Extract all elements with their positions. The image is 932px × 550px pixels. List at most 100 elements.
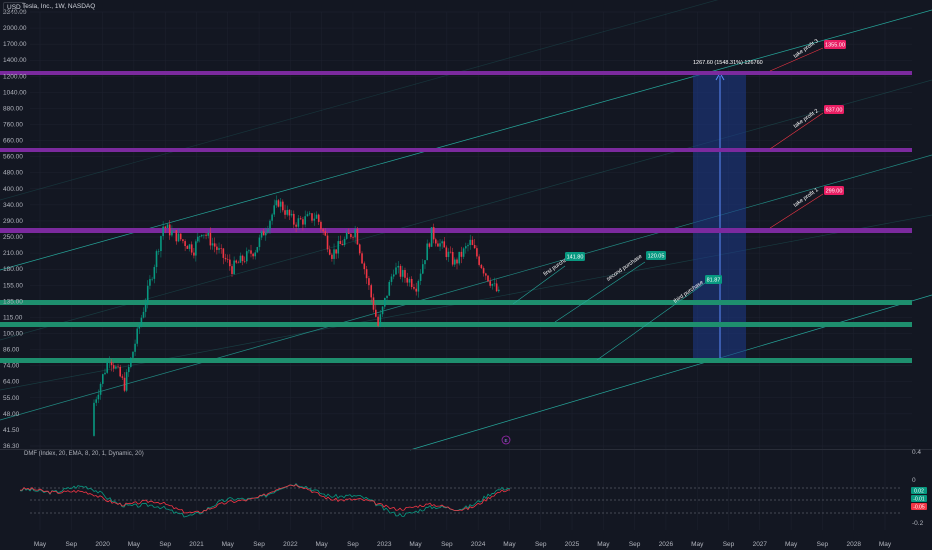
candle-body xyxy=(101,374,104,384)
candle-body xyxy=(256,247,259,253)
candle-body xyxy=(157,251,160,252)
candle-body xyxy=(315,214,318,219)
price-tick: 64.00 xyxy=(3,379,20,386)
candle-body xyxy=(363,263,366,270)
take-profit-3-zone[interactable] xyxy=(0,71,912,75)
take-profit-1-zone[interactable] xyxy=(0,228,912,233)
candle-body xyxy=(439,243,441,247)
candle-body xyxy=(413,287,415,289)
candle-body xyxy=(264,232,267,236)
candle-body xyxy=(489,281,491,286)
indicator-axis[interactable]: 0.4 0 -0.2 0.02 -0.01 -0.05 xyxy=(911,449,927,527)
first-purchase-zone[interactable] xyxy=(0,300,912,305)
candle-body xyxy=(193,252,195,256)
time-tick: Sep xyxy=(159,541,171,548)
price-tick: 400.00 xyxy=(3,186,23,193)
candle-body xyxy=(375,309,377,317)
candle-body xyxy=(271,214,273,221)
candle-body xyxy=(350,233,352,238)
candle-body xyxy=(99,383,102,395)
third-purchase-zone[interactable] xyxy=(0,358,912,363)
faint-line-1 xyxy=(0,79,932,341)
take-profit-3-badge[interactable]: 1355.00 xyxy=(824,40,846,49)
price-tick: 1700.00 xyxy=(3,41,27,48)
candle-body xyxy=(134,343,136,352)
candle-body xyxy=(104,372,106,375)
candle-body xyxy=(224,257,227,260)
candle-body xyxy=(282,201,284,211)
indicator-title[interactable]: DMF (Index, 20, EMA, 8, 20, 1, Dynamic, … xyxy=(24,451,144,457)
indicator-badge-3: -0.05 xyxy=(913,505,925,511)
time-tick: May xyxy=(503,541,516,548)
candle-body xyxy=(339,241,342,245)
measure-label: 1267.60 (1548.31%) 126760 xyxy=(693,60,763,66)
time-tick: May xyxy=(222,541,235,548)
candle-body xyxy=(343,238,346,246)
price-tick: 210.00 xyxy=(3,250,23,257)
price-tick: 340.00 xyxy=(3,202,23,209)
candle-body xyxy=(213,243,216,247)
price-tick: 760.00 xyxy=(3,122,23,129)
candle-body xyxy=(437,243,439,247)
time-tick: 2020 xyxy=(95,541,110,548)
candle-body xyxy=(216,246,218,250)
candle-body xyxy=(166,224,169,229)
take-profit-3-arrow xyxy=(769,47,824,72)
indicator-scale-top: 0.4 xyxy=(912,449,921,456)
second-purchase-label: second purchase xyxy=(606,254,644,283)
candle-body xyxy=(390,276,393,282)
candle-body xyxy=(320,221,322,230)
candle-body xyxy=(127,366,130,373)
price-tick: 480.00 xyxy=(3,170,23,177)
earnings-event-icon[interactable]: E xyxy=(501,435,511,445)
candle-body xyxy=(222,248,225,258)
candle-body xyxy=(284,210,286,215)
time-tick: 2024 xyxy=(471,541,486,548)
candle-body xyxy=(311,213,313,221)
take-profit-1-badge[interactable]: 299.00 xyxy=(824,186,844,195)
third-purchase-badge[interactable]: 81.87 xyxy=(705,275,722,284)
candle-body xyxy=(404,270,406,278)
candle-body xyxy=(493,283,496,285)
candle-body xyxy=(295,224,297,227)
candle-body xyxy=(354,229,356,238)
second-purchase-price: 120.05 xyxy=(648,254,665,260)
candle-body xyxy=(153,267,156,279)
time-tick: May xyxy=(597,541,610,548)
faint-line-3 xyxy=(0,0,719,201)
candle-body xyxy=(160,236,162,252)
candle-body xyxy=(248,250,250,252)
first-purchase-badge[interactable]: 141.80 xyxy=(565,252,585,261)
take-profit-2-badge[interactable]: 637.00 xyxy=(824,105,844,114)
candle-body xyxy=(352,237,354,238)
take-profit-2-zone[interactable] xyxy=(0,148,912,152)
second-purchase-zone[interactable] xyxy=(0,322,912,327)
indicator-pane xyxy=(19,483,900,518)
candle-body xyxy=(231,266,233,274)
take-profit-2-label: take profit 2 xyxy=(793,108,820,129)
price-axis[interactable]: 2340.002000.001700.001400.001200.001040.… xyxy=(3,9,27,450)
time-tick: 2028 xyxy=(846,541,861,548)
third-purchase-price: 81.87 xyxy=(707,278,721,284)
time-tick: Sep xyxy=(629,541,641,548)
indicator-badge-1: 0.02 xyxy=(914,489,924,495)
candle-body xyxy=(132,351,134,358)
candle-body xyxy=(239,255,242,263)
time-tick: May xyxy=(785,541,798,548)
second-purchase-badge[interactable]: 120.05 xyxy=(646,251,666,260)
candle-body xyxy=(381,306,384,315)
candle-body xyxy=(370,285,373,298)
candle-body xyxy=(302,219,304,225)
candle-body xyxy=(200,234,203,237)
candle-body xyxy=(250,250,252,254)
time-axis[interactable]: May Sep 2020 May Sep 2021 May Sep 2022 May Sep 2023… xyxy=(34,541,892,548)
price-tick: 74.00 xyxy=(3,363,20,370)
candle-body xyxy=(108,361,111,363)
price-tick: 660.00 xyxy=(3,138,23,145)
first-purchase-arrow xyxy=(512,265,566,305)
candle-body xyxy=(365,269,368,279)
currency-label[interactable]: USD xyxy=(3,2,25,13)
zones xyxy=(0,71,912,363)
candle-body xyxy=(395,267,397,275)
